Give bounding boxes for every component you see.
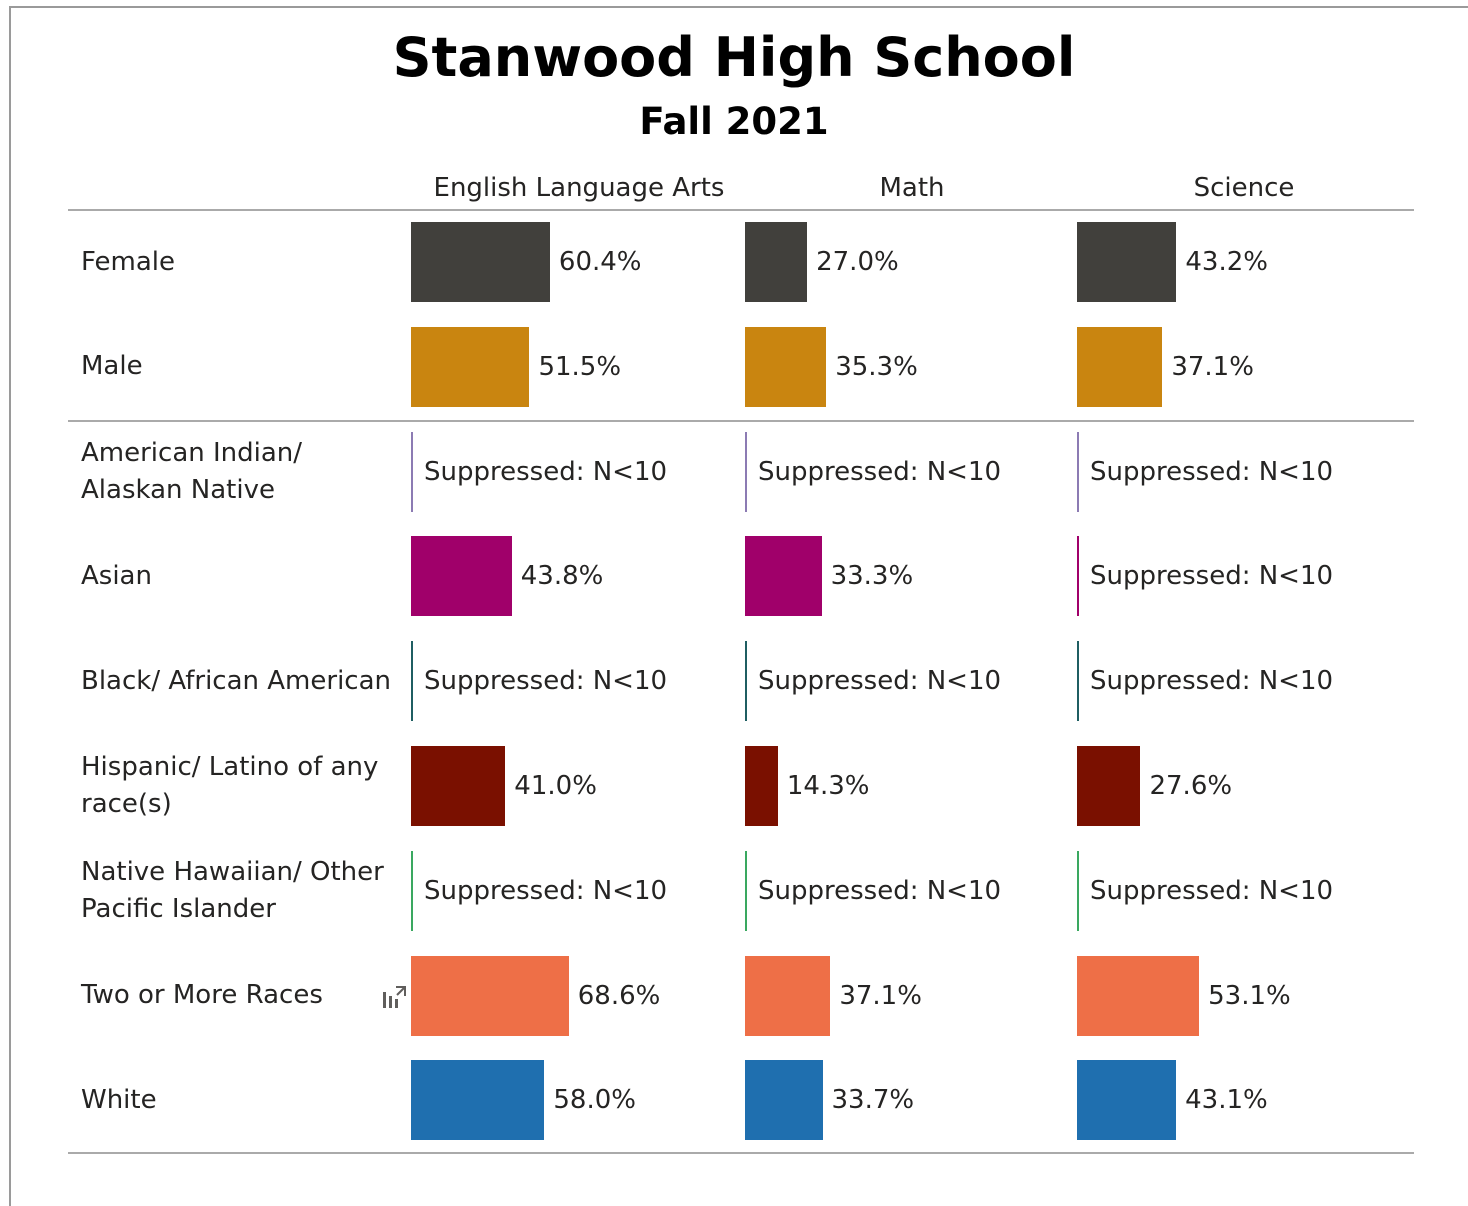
header-divider bbox=[68, 209, 1414, 211]
bar-ela[interactable] bbox=[411, 222, 550, 302]
data-label: 41.0% bbox=[514, 771, 597, 801]
row-label: White bbox=[81, 1084, 157, 1115]
suppressed-label: Suppressed: N<10 bbox=[758, 666, 1002, 697]
data-label: 43.2% bbox=[1185, 247, 1268, 277]
bar-math[interactable] bbox=[745, 746, 778, 826]
suppressed-marker-science[interactable] bbox=[1077, 431, 1079, 512]
suppressed-marker-math[interactable] bbox=[745, 850, 747, 931]
bar-math[interactable] bbox=[745, 1060, 823, 1141]
data-label: 60.4% bbox=[558, 247, 642, 277]
data-label: 27.6% bbox=[1149, 771, 1233, 801]
suppressed-label: Suppressed: N<10 bbox=[1090, 666, 1334, 697]
suppressed-marker-science[interactable] bbox=[1077, 641, 1079, 722]
data-label: 51.5% bbox=[538, 351, 622, 382]
focus-mode-icon[interactable] bbox=[381, 984, 407, 1010]
column-header-math: Math bbox=[879, 173, 945, 203]
suppressed-marker-ela[interactable] bbox=[411, 431, 413, 512]
suppressed-marker-ela[interactable] bbox=[411, 850, 413, 931]
row-label: Male bbox=[81, 351, 143, 382]
suppressed-label: Suppressed: N<10 bbox=[1090, 561, 1334, 592]
data-label: 35.3% bbox=[835, 351, 918, 382]
suppressed-label: Suppressed: N<10 bbox=[758, 875, 1002, 906]
row-label: American Indian/ Alaskan Native bbox=[81, 437, 303, 505]
suppressed-marker-math[interactable] bbox=[745, 641, 747, 722]
bar-math[interactable] bbox=[745, 536, 822, 617]
chart-title: Stanwood High School bbox=[392, 26, 1076, 89]
bar-science[interactable] bbox=[1077, 222, 1177, 302]
data-label: 37.1% bbox=[839, 980, 922, 1011]
suppressed-label: Suppressed: N<10 bbox=[424, 875, 668, 906]
suppressed-marker-math[interactable] bbox=[745, 431, 747, 512]
bar-ela[interactable] bbox=[411, 746, 506, 826]
bar-science[interactable] bbox=[1077, 1060, 1177, 1141]
row-label: Two or More Races bbox=[81, 980, 323, 1011]
column-header-ela: English Language Arts bbox=[433, 173, 725, 203]
suppressed-marker-science[interactable] bbox=[1077, 536, 1079, 617]
data-label: 14.3% bbox=[786, 771, 870, 801]
bar-science[interactable] bbox=[1077, 746, 1141, 826]
gender-ethnicity-divider bbox=[68, 420, 1414, 422]
chart-subtitle: Fall 2021 bbox=[639, 100, 829, 143]
data-label: 58.0% bbox=[553, 1085, 636, 1116]
visual-frame bbox=[9, 6, 1468, 1206]
suppressed-label: Suppressed: N<10 bbox=[1090, 456, 1334, 487]
suppressed-label: Suppressed: N<10 bbox=[424, 456, 668, 487]
row-label: Asian bbox=[81, 560, 152, 591]
suppressed-label: Suppressed: N<10 bbox=[424, 666, 668, 697]
suppressed-label: Suppressed: N<10 bbox=[1090, 875, 1334, 906]
data-label: 68.6% bbox=[577, 980, 661, 1011]
data-label: 33.3% bbox=[830, 561, 914, 592]
data-label: 43.1% bbox=[1185, 1085, 1268, 1116]
bar-science[interactable] bbox=[1077, 955, 1200, 1036]
bar-ela[interactable] bbox=[411, 536, 512, 617]
bar-science[interactable] bbox=[1077, 326, 1163, 407]
data-label: 37.1% bbox=[1171, 351, 1254, 382]
bar-math[interactable] bbox=[745, 326, 827, 407]
data-label: 33.7% bbox=[831, 1085, 915, 1116]
bar-math[interactable] bbox=[745, 222, 808, 302]
bar-math[interactable] bbox=[745, 955, 831, 1036]
suppressed-marker-ela[interactable] bbox=[411, 641, 413, 722]
row-label: Native Hawaiian/ Other Pacific Islander bbox=[81, 856, 384, 924]
row-label: Black/ African American bbox=[81, 665, 391, 696]
row-label: Hispanic/ Latino of any race(s) bbox=[81, 752, 379, 819]
suppressed-label: Suppressed: N<10 bbox=[758, 456, 1002, 487]
bar-ela[interactable] bbox=[411, 326, 530, 407]
data-label: 43.8% bbox=[520, 561, 604, 592]
bottom-divider bbox=[68, 1152, 1414, 1154]
row-label: Female bbox=[81, 246, 176, 277]
bar-ela[interactable] bbox=[411, 1060, 545, 1141]
column-header-science: Science bbox=[1193, 173, 1295, 203]
bar-ela[interactable] bbox=[411, 955, 569, 1036]
data-label: 53.1% bbox=[1208, 980, 1291, 1011]
data-label: 27.0% bbox=[816, 247, 899, 277]
suppressed-marker-science[interactable] bbox=[1077, 850, 1079, 931]
